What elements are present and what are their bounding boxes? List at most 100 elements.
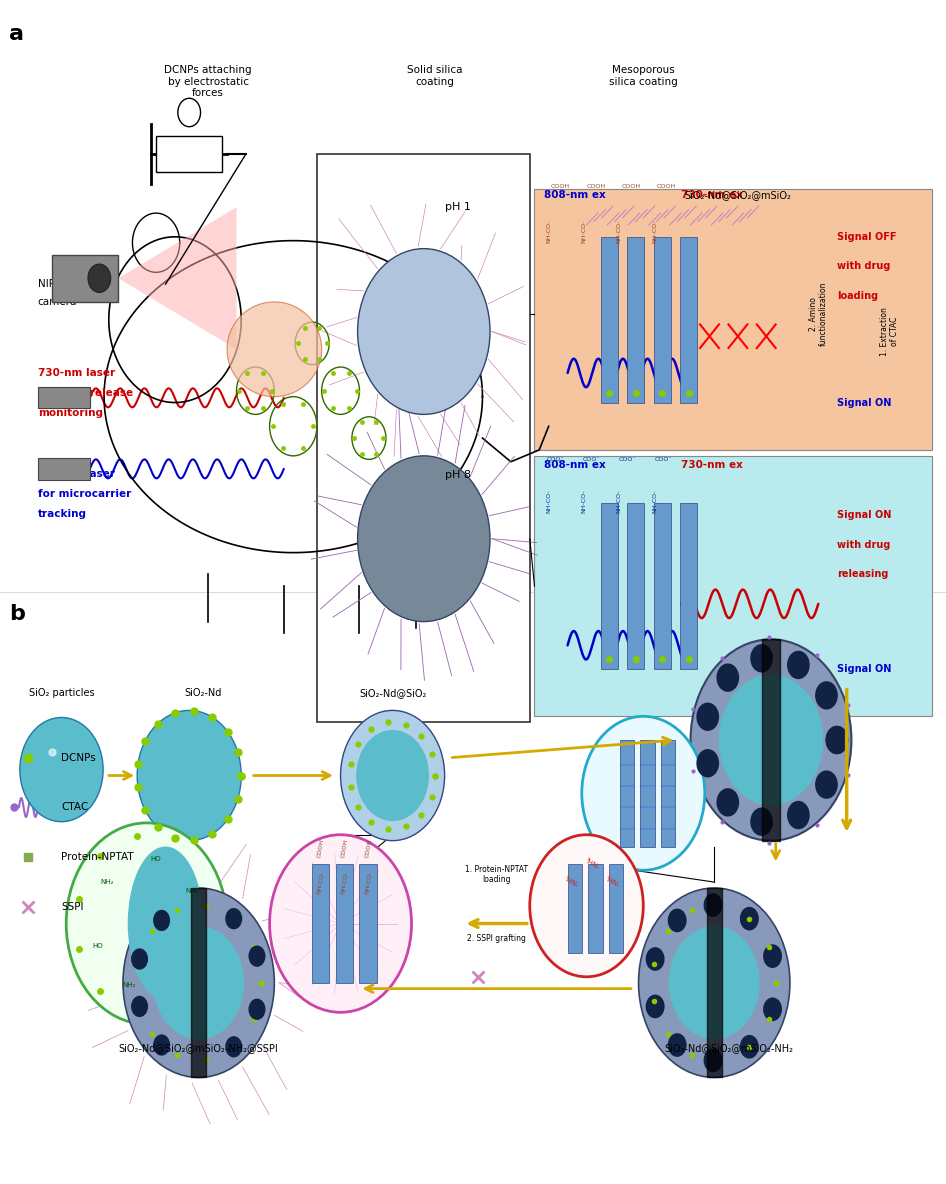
Circle shape — [358, 249, 490, 414]
FancyBboxPatch shape — [156, 136, 222, 172]
Text: tracking: tracking — [38, 509, 87, 519]
Text: SiO₂-Nd@SiO₂: SiO₂-Nd@SiO₂ — [359, 688, 427, 697]
Circle shape — [763, 997, 782, 1021]
Text: NH₂: NH₂ — [122, 982, 135, 987]
Text: 2. SSPI grafting: 2. SSPI grafting — [467, 934, 526, 944]
Text: 808-nm laser: 808-nm laser — [38, 469, 114, 478]
Circle shape — [225, 908, 242, 929]
Text: 2. Amino
functionalization: 2. Amino functionalization — [809, 282, 828, 346]
Circle shape — [704, 893, 723, 916]
Circle shape — [270, 835, 412, 1012]
Text: 1. Protein-NPTAT
loading: 1. Protein-NPTAT loading — [465, 864, 528, 884]
Text: NH₂: NH₂ — [185, 888, 199, 894]
Circle shape — [153, 926, 244, 1040]
FancyBboxPatch shape — [601, 503, 618, 669]
Circle shape — [646, 995, 665, 1018]
Text: NH₂: NH₂ — [100, 879, 114, 884]
Circle shape — [815, 771, 838, 799]
Polygon shape — [118, 207, 236, 349]
Circle shape — [716, 663, 739, 691]
Text: COO⁻: COO⁻ — [655, 457, 673, 462]
Text: SiO₂-Nd: SiO₂-Nd — [184, 688, 222, 697]
Circle shape — [639, 888, 790, 1077]
Text: COOH: COOH — [317, 838, 325, 858]
Circle shape — [20, 718, 103, 822]
Text: 808-nm ex: 808-nm ex — [544, 461, 605, 470]
FancyBboxPatch shape — [317, 154, 530, 722]
FancyBboxPatch shape — [609, 864, 623, 953]
Text: NH-CO-: NH-CO- — [582, 489, 587, 513]
FancyBboxPatch shape — [52, 255, 118, 302]
FancyBboxPatch shape — [680, 503, 697, 669]
Circle shape — [341, 710, 445, 841]
Circle shape — [787, 800, 810, 829]
Text: pH 8: pH 8 — [445, 470, 470, 481]
Text: NH-CO-: NH-CO- — [364, 870, 374, 894]
Text: NIR CCD: NIR CCD — [38, 279, 81, 289]
Text: Solid silica
coating: Solid silica coating — [408, 65, 463, 86]
Circle shape — [826, 726, 849, 754]
Text: for microcarrier: for microcarrier — [38, 489, 131, 498]
Text: ³HN-: ³HN- — [584, 858, 601, 871]
Text: loading: loading — [837, 291, 878, 301]
Circle shape — [704, 1049, 723, 1073]
Circle shape — [691, 639, 851, 841]
Circle shape — [669, 926, 760, 1040]
Circle shape — [88, 264, 111, 292]
Circle shape — [696, 749, 719, 778]
Text: NH-CO-: NH-CO- — [617, 219, 622, 243]
Circle shape — [716, 789, 739, 817]
Text: ³HN-: ³HN- — [563, 876, 580, 889]
Circle shape — [123, 888, 274, 1077]
Text: SiO₂ particles: SiO₂ particles — [28, 688, 95, 697]
FancyBboxPatch shape — [38, 387, 90, 408]
Text: b: b — [9, 604, 26, 624]
Polygon shape — [227, 302, 322, 397]
Text: 730-nm ex: 730-nm ex — [681, 461, 743, 470]
Circle shape — [356, 729, 429, 822]
FancyBboxPatch shape — [627, 503, 644, 669]
Circle shape — [358, 456, 490, 622]
FancyBboxPatch shape — [680, 237, 697, 403]
FancyBboxPatch shape — [588, 864, 603, 953]
FancyBboxPatch shape — [620, 740, 634, 847]
Text: 808-nm ex: 808-nm ex — [544, 191, 605, 200]
Circle shape — [826, 726, 849, 754]
Circle shape — [740, 907, 759, 931]
Circle shape — [225, 1036, 242, 1057]
FancyBboxPatch shape — [627, 237, 644, 403]
Text: Signal OFF: Signal OFF — [837, 232, 897, 242]
Circle shape — [66, 823, 227, 1024]
Text: COOH: COOH — [364, 838, 373, 858]
Circle shape — [249, 946, 266, 967]
FancyBboxPatch shape — [568, 864, 582, 953]
Circle shape — [131, 948, 149, 970]
Text: DCNPs: DCNPs — [61, 753, 96, 762]
Text: DCNPs attaching
by electrostatic
forces: DCNPs attaching by electrostatic forces — [165, 65, 252, 98]
Text: Signal ON: Signal ON — [837, 398, 891, 407]
Text: SiO₂-Nd@SiO₂@mSiO₂-NH₂@SSPI: SiO₂-Nd@SiO₂@mSiO₂-NH₂@SSPI — [119, 1043, 278, 1053]
Ellipse shape — [128, 847, 203, 1000]
Text: NH-CO-: NH-CO- — [317, 870, 326, 894]
Text: with drug: with drug — [837, 262, 890, 271]
Text: ³HN-: ³HN- — [604, 876, 622, 889]
Text: COOH: COOH — [341, 838, 349, 858]
Circle shape — [719, 675, 823, 805]
Circle shape — [750, 644, 773, 673]
Text: NH-CO-: NH-CO- — [547, 489, 552, 513]
Text: for drug release: for drug release — [38, 388, 133, 398]
Text: NH-CO-: NH-CO- — [547, 219, 552, 243]
Text: COO⁻: COO⁻ — [547, 457, 565, 462]
Text: with drug: with drug — [837, 540, 890, 549]
Text: releasing: releasing — [837, 570, 888, 579]
Text: pH 1: pH 1 — [445, 201, 470, 212]
Circle shape — [815, 681, 838, 709]
FancyBboxPatch shape — [601, 237, 618, 403]
Text: NH-CO-: NH-CO- — [341, 870, 350, 894]
Circle shape — [530, 835, 643, 977]
Text: COOH: COOH — [587, 185, 605, 189]
Circle shape — [787, 651, 810, 680]
Text: Signal ON: Signal ON — [837, 664, 891, 674]
Text: NH-CO-: NH-CO- — [653, 219, 657, 243]
Text: SSPI: SSPI — [61, 902, 84, 912]
